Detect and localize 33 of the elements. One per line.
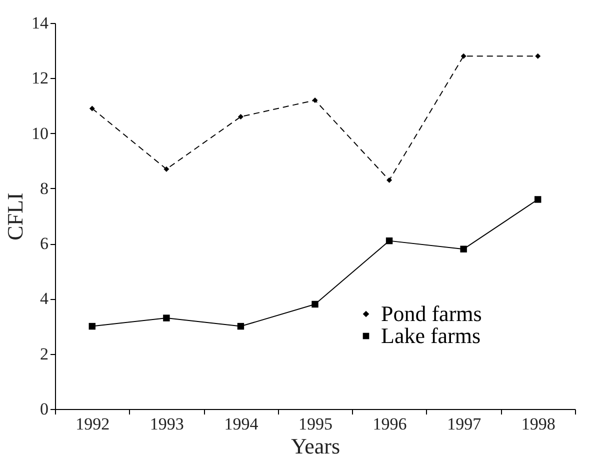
x-tick-label: 1992: [76, 414, 110, 434]
y-tick-label: 8: [40, 178, 48, 198]
legend-label: Pond farms: [381, 301, 482, 326]
point: [312, 97, 318, 103]
y-tick-label: 6: [40, 234, 48, 254]
point: [460, 246, 467, 252]
x-tick-label: 1995: [298, 414, 332, 434]
point: [312, 300, 318, 308]
y-tick-label: 14: [32, 14, 49, 32]
x-tick-label: 1993: [150, 414, 184, 434]
point: [386, 237, 393, 244]
point: [89, 106, 95, 112]
x-tick-label: 1998: [521, 414, 556, 434]
point: [88, 322, 96, 330]
point: [164, 166, 170, 172]
point: [386, 177, 392, 183]
legend-label: Lake farms: [381, 323, 481, 348]
x-tick-label: 1996: [372, 414, 407, 434]
point: [238, 114, 244, 120]
y-tick-label: 12: [32, 68, 48, 88]
x-tick-label: 1997: [447, 414, 482, 434]
y-axis-title: CFLI: [2, 192, 28, 240]
point: [535, 53, 541, 59]
y-tick-label: 10: [32, 124, 48, 143]
y-tick-label: 0: [40, 400, 48, 418]
x-axis-title: Years: [290, 434, 340, 458]
point: [460, 53, 466, 59]
x-tick-label: 1994: [224, 414, 259, 434]
point: [237, 322, 244, 330]
y-tick-label: 2: [40, 344, 48, 364]
y-tick-label: 4: [40, 289, 49, 308]
point: [534, 196, 542, 203]
point: [163, 314, 170, 322]
